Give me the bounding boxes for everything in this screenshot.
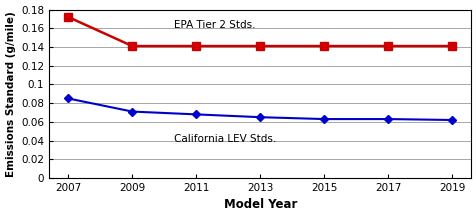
Y-axis label: Emissions Standard (g/mile): Emissions Standard (g/mile) bbox=[6, 11, 16, 177]
X-axis label: Model Year: Model Year bbox=[223, 198, 297, 211]
Text: EPA Tier 2 Stds.: EPA Tier 2 Stds. bbox=[174, 20, 255, 30]
Text: California LEV Stds.: California LEV Stds. bbox=[174, 134, 276, 144]
